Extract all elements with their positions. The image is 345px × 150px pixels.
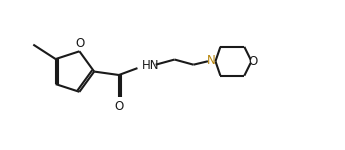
Text: O: O [114,100,124,113]
Text: O: O [249,55,258,68]
Text: N: N [207,54,216,67]
Text: O: O [76,37,85,50]
Text: HN: HN [142,59,159,72]
